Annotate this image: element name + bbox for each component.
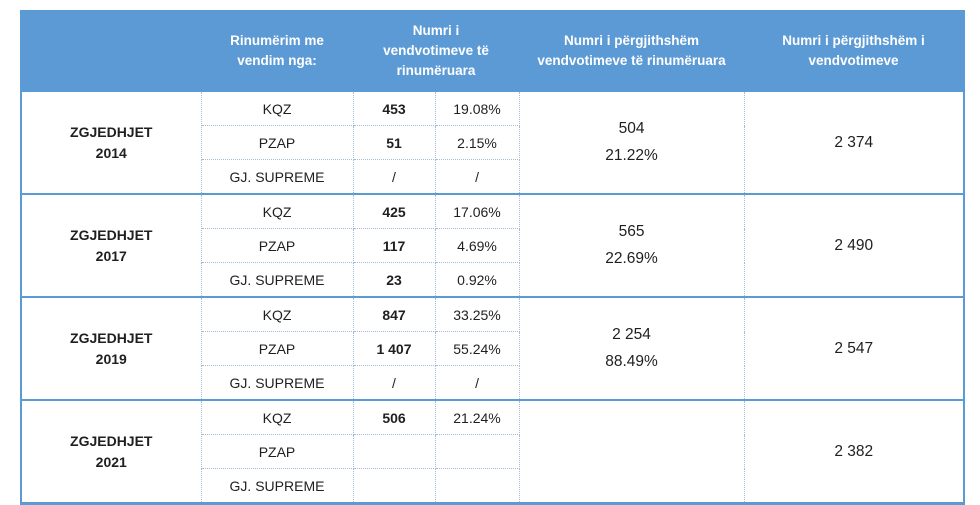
table-row: ZGJEDHJET 2019 KQZ 847 33.25% 2 254 88.4…: [21, 297, 964, 400]
count-cell: [353, 468, 436, 504]
table-row: GJ. SUPREME: [21, 468, 964, 504]
header-total-polling-stations: Numri i përgjithshëm i vendvotimeve: [744, 11, 965, 91]
decision-body-cell: PZAP: [201, 331, 354, 366]
decision-body-cell: KQZ: [201, 91, 354, 126]
percent-cell: /: [435, 159, 520, 194]
recount-table-container: Rinumërim me vendim nga: Numri i vendvot…: [20, 10, 966, 505]
decision-body-cell: PZAP: [201, 125, 354, 160]
decision-body-cell: GJ. SUPREME: [201, 262, 354, 297]
table-row: PZAP 117 4.69%: [21, 228, 964, 263]
table-row: PZAP 1 407 55.24%: [21, 331, 964, 366]
year-value: 2021: [95, 453, 127, 470]
year-cell: ZGJEDHJET 2021: [21, 400, 202, 504]
percent-cell: 33.25%: [435, 297, 520, 332]
percent-cell: 55.24%: [435, 331, 520, 366]
year-label: ZGJEDHJET: [70, 433, 153, 450]
table-header: Rinumërim me vendim nga: Numri i vendvot…: [21, 11, 965, 91]
total-recounted-cell: 504 21.22%: [519, 91, 745, 194]
year-block-2019: ZGJEDHJET 2019 KQZ 847 33.25% 2 254 88.4…: [21, 297, 965, 400]
count-cell: [353, 434, 436, 469]
header-empty-cell: [21, 11, 201, 91]
table-row: GJ. SUPREME / /: [21, 159, 964, 194]
count-cell: 425: [353, 194, 436, 229]
recount-table: Rinumërim me vendim nga: Numri i vendvot…: [20, 10, 966, 505]
year-label: ZGJEDHJET: [70, 227, 153, 244]
overall-cell: 2 547: [834, 339, 874, 357]
percent-cell: [435, 434, 520, 469]
percent-cell: [435, 468, 520, 504]
total-percent: 22.69%: [605, 249, 658, 267]
percent-cell: 4.69%: [435, 228, 520, 263]
percent-cell: 17.06%: [435, 194, 520, 229]
year-cell: ZGJEDHJET 2014: [21, 91, 202, 194]
count-cell: 453: [353, 91, 436, 126]
count-cell: 23: [353, 262, 436, 297]
percent-cell: 19.08%: [435, 91, 520, 126]
table-row: PZAP 51 2.15%: [21, 125, 964, 160]
total-percent: 21.22%: [605, 146, 658, 164]
percent-cell: 0.92%: [435, 262, 520, 297]
header-total-recounted: Numri i përgjithshëm vendvotimeve të rin…: [519, 11, 745, 91]
count-cell: 117: [353, 228, 436, 263]
header-decision-by: Rinumërim me vendim nga:: [201, 11, 353, 91]
table-row: ZGJEDHJET 2014 KQZ 453 19.08% 504 21.22%…: [21, 91, 964, 194]
count-cell: 506: [353, 400, 436, 435]
total-recounted-cell: 565 22.69%: [519, 194, 745, 297]
count-cell: 1 407: [353, 331, 436, 366]
table-row: GJ. SUPREME 23 0.92%: [21, 262, 964, 297]
overall-cell: 2 382: [834, 442, 874, 460]
percent-cell: /: [435, 365, 520, 400]
year-value: 2019: [95, 350, 127, 367]
year-label: ZGJEDHJET: [70, 124, 153, 141]
overall-cell: 2 490: [834, 236, 874, 254]
year-block-2021: ZGJEDHJET 2021 KQZ 506 21.24% 2 382 PZAP…: [21, 400, 965, 504]
decision-body-cell: GJ. SUPREME: [201, 159, 354, 194]
count-cell: 51: [353, 125, 436, 160]
table-row: ZGJEDHJET 2017 KQZ 425 17.06% 565 22.69%…: [21, 194, 964, 297]
total-percent: 88.49%: [605, 352, 658, 370]
decision-body-cell: GJ. SUPREME: [201, 468, 354, 504]
total-count: 565: [618, 223, 645, 241]
year-value: 2017: [95, 247, 127, 264]
count-cell: /: [353, 159, 436, 194]
total-recounted-cell: [519, 400, 745, 504]
total-count: 2 254: [612, 326, 651, 344]
header-recounted-count: Numri i vendvotimeve të rinumëruara: [353, 11, 520, 91]
table-row: ZGJEDHJET 2021 KQZ 506 21.24% 2 382: [21, 400, 964, 504]
total-recounted-cell: 2 254 88.49%: [519, 297, 745, 400]
count-cell: 847: [353, 297, 436, 332]
total-count: 504: [618, 120, 645, 138]
decision-body-cell: KQZ: [201, 194, 354, 229]
decision-body-cell: PZAP: [201, 434, 354, 469]
table-row: GJ. SUPREME / /: [21, 365, 964, 400]
year-cell: ZGJEDHJET 2019: [21, 297, 202, 400]
percent-cell: 2.15%: [435, 125, 520, 160]
count-cell: /: [353, 365, 436, 400]
year-value: 2014: [95, 144, 127, 161]
decision-body-cell: PZAP: [201, 228, 354, 263]
year-block-2017: ZGJEDHJET 2017 KQZ 425 17.06% 565 22.69%…: [21, 194, 965, 297]
year-cell: ZGJEDHJET 2017: [21, 194, 202, 297]
decision-body-cell: GJ. SUPREME: [201, 365, 354, 400]
overall-cell: 2 374: [834, 133, 874, 151]
decision-body-cell: KQZ: [201, 400, 354, 435]
percent-cell: 21.24%: [435, 400, 520, 435]
year-block-2014: ZGJEDHJET 2014 KQZ 453 19.08% 504 21.22%…: [21, 91, 965, 194]
year-label: ZGJEDHJET: [70, 330, 153, 347]
table-row: PZAP: [21, 434, 964, 469]
decision-body-cell: KQZ: [201, 297, 354, 332]
